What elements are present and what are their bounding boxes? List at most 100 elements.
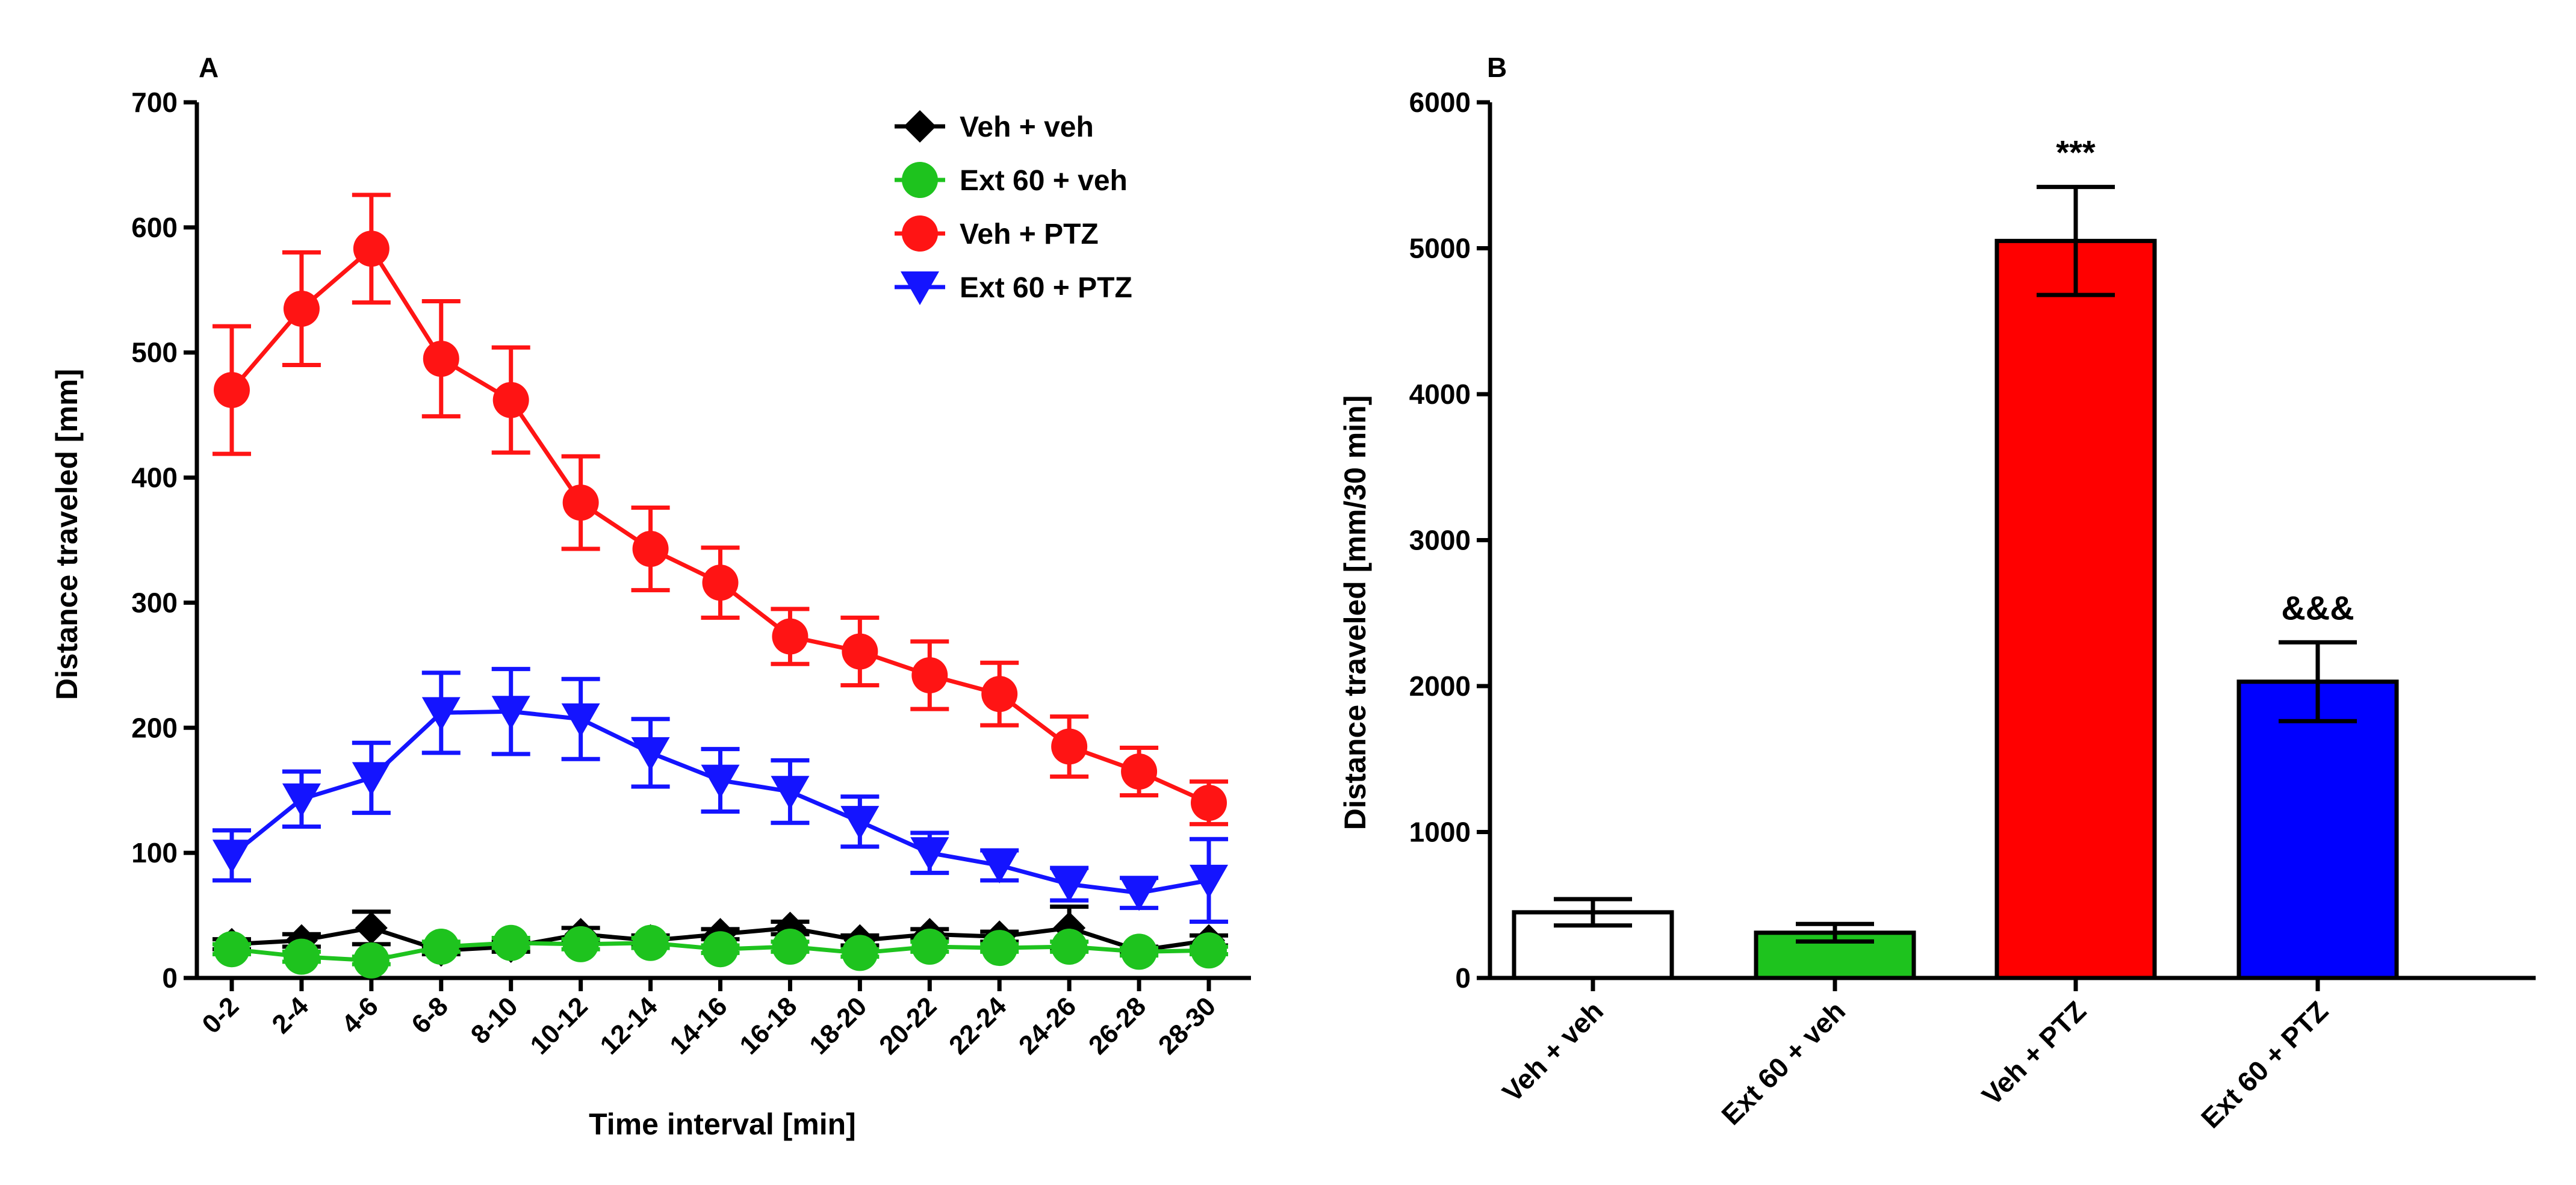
- data-point: [1191, 932, 1227, 969]
- legend-label: Ext 60 + veh: [960, 165, 1128, 197]
- significance-label: &&&: [2281, 589, 2354, 627]
- series-ext-60-veh: [213, 924, 1228, 979]
- panel-a-y-tick-label: 500: [131, 337, 178, 368]
- panel-a: A 0 100 200 300 400 500 600 700 0-2 2-4 4-6 6-8 8-1…: [50, 52, 1251, 1141]
- panel-b-x-tick-label: Veh + PTZ: [1976, 995, 2092, 1111]
- data-point: [1050, 868, 1089, 903]
- data-point: [282, 783, 321, 817]
- panel-a-x-ticks: 0-2 2-4 4-6 6-8 8-10 10-12 12-14 14-16 16-18 18-2…: [196, 978, 1221, 1060]
- panel-a-y-tick-label: 700: [131, 87, 178, 118]
- panel-b-y-ticks: 0 1000 2000 3000 4000 5000 6000: [1409, 87, 1490, 994]
- data-point: [1120, 877, 1159, 911]
- data-point: [910, 837, 949, 871]
- panel-a-x-tick-label: 12-14: [594, 991, 663, 1060]
- panel-a-x-tick-label: 6-8: [406, 991, 454, 1039]
- data-point: [283, 290, 320, 327]
- legend-label: Veh + veh: [960, 111, 1094, 143]
- legend-item: Ext 60 + PTZ: [895, 271, 1132, 305]
- data-point: [213, 840, 251, 874]
- legend-marker: [904, 110, 936, 143]
- panel-a-x-tick-label: 22-24: [943, 991, 1013, 1060]
- series-line: [230, 246, 1210, 805]
- panel-a-x-tick-label: 20-22: [874, 991, 942, 1060]
- panel-b-bars: *** &&&: [1512, 134, 2399, 980]
- panel-a-y-ticks: 0 100 200 300 400 500 600 700: [131, 87, 197, 994]
- data-point: [980, 849, 1019, 883]
- data-point: [214, 931, 250, 968]
- data-point: [492, 924, 529, 961]
- panel-a-x-tick-label: 10-12: [524, 991, 593, 1060]
- significance-label: ***: [2056, 134, 2096, 172]
- data-point: [562, 484, 599, 521]
- data-point: [355, 911, 388, 944]
- data-point: [702, 565, 739, 601]
- data-point: [632, 924, 669, 961]
- data-point: [561, 703, 600, 737]
- panel-a-y-tick-label: 200: [131, 712, 178, 743]
- panel-b-x-tick-label: Ext 60 + PTZ: [2195, 995, 2334, 1134]
- panel-a-x-tick-label: 14-16: [664, 991, 733, 1060]
- panel-b-x-tick-label: Ext 60 + veh: [1715, 995, 1851, 1131]
- data-point: [1121, 753, 1158, 790]
- panel-b-y-tick-label: 1000: [1409, 817, 1471, 848]
- panel-a-y-axis-label: Distance traveled [mm]: [50, 369, 84, 700]
- bar-veh-ptz: ***: [1994, 134, 2157, 980]
- data-point: [421, 697, 461, 731]
- data-point: [353, 942, 390, 979]
- panel-b-y-tick-label: 3000: [1409, 525, 1471, 556]
- bar-ext-60-veh: [1754, 921, 1916, 980]
- legend-marker: [901, 271, 939, 305]
- panel-a-x-tick-label: 24-26: [1013, 991, 1082, 1060]
- panel-a-x-tick-label: 18-20: [804, 991, 872, 1060]
- panel-b-x-tick-label: Veh + veh: [1496, 995, 1609, 1108]
- data-point: [423, 929, 459, 965]
- data-point: [981, 930, 1018, 967]
- data-point: [842, 633, 878, 670]
- data-point: [491, 696, 530, 730]
- panel-b-y-axis-label: Distance traveled [mm/30 min]: [1338, 395, 1372, 831]
- series-veh-ptz: [213, 193, 1228, 826]
- legend-label: Veh + PTZ: [960, 218, 1099, 250]
- bar-ext-60-ptz: &&&: [2236, 589, 2399, 980]
- legend-item: Ext 60 + veh: [895, 162, 1128, 198]
- data-point: [911, 929, 948, 965]
- panel-b-y-tick-label: 5000: [1409, 233, 1471, 264]
- panel-a-y-tick-label: 600: [131, 212, 178, 243]
- panel-a-y-tick-label: 0: [162, 962, 178, 994]
- panel-b-y-tick-label: 4000: [1409, 379, 1471, 410]
- panel-b: B 0 1000 2000 3000 4000 5000 6000 *** &&& Veh +…: [1338, 52, 2536, 1134]
- data-point: [283, 938, 320, 975]
- data-point: [702, 931, 739, 968]
- data-point: [840, 806, 880, 840]
- panel-a-y-tick-label: 100: [131, 837, 178, 868]
- panel-a-x-tick-label: 2-4: [266, 991, 314, 1039]
- legend-marker: [902, 215, 938, 252]
- panel-a-x-tick-label: 26-28: [1083, 991, 1152, 1060]
- data-point: [772, 929, 808, 965]
- legend-marker: [902, 162, 938, 198]
- legend-item: Veh + PTZ: [895, 215, 1099, 252]
- panel-a-x-tick-label: 16-18: [734, 991, 802, 1060]
- series-ext-60-ptz: [213, 667, 1228, 924]
- panel-b-y-tick-label: 6000: [1409, 87, 1471, 118]
- panel-a-x-tick-label: 8-10: [465, 991, 524, 1050]
- data-point: [492, 382, 529, 418]
- data-point: [1191, 785, 1227, 821]
- data-point: [1051, 728, 1088, 765]
- legend-item: Veh + veh: [895, 110, 1094, 143]
- data-point: [1190, 864, 1228, 899]
- panel-b-y-tick-label: 0: [1455, 962, 1471, 994]
- data-point: [1121, 933, 1158, 970]
- data-point: [214, 372, 250, 409]
- legend-label: Ext 60 + PTZ: [960, 272, 1132, 304]
- panel-a-y-tick-label: 400: [131, 462, 178, 493]
- data-point: [772, 618, 808, 655]
- data-point: [771, 776, 810, 810]
- data-point: [423, 341, 459, 377]
- data-point: [981, 676, 1018, 713]
- data-point: [353, 231, 390, 267]
- panel-a-y-tick-label: 300: [131, 587, 178, 618]
- data-point: [1051, 929, 1088, 965]
- panel-b-x-ticks: Veh + veh Ext 60 + veh Veh + PTZ Ext 60 + P…: [1496, 978, 2334, 1134]
